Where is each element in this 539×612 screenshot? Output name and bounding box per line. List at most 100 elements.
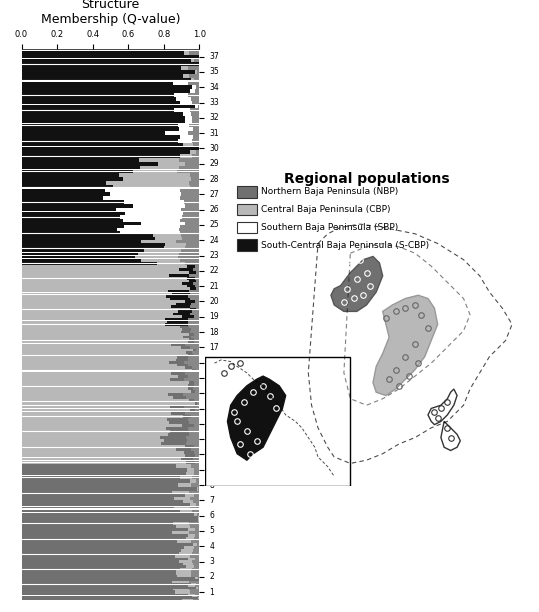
Bar bbox=[179, 228, 199, 231]
Bar bbox=[196, 504, 199, 506]
Bar bbox=[188, 132, 199, 135]
Bar bbox=[176, 449, 191, 451]
Bar bbox=[189, 181, 199, 185]
Bar bbox=[22, 430, 170, 433]
Bar bbox=[176, 572, 190, 575]
Bar bbox=[22, 579, 198, 581]
Bar bbox=[195, 334, 199, 336]
Bar bbox=[189, 491, 199, 494]
Bar bbox=[183, 336, 191, 338]
Bar bbox=[22, 561, 179, 562]
Bar bbox=[185, 412, 199, 414]
Bar bbox=[195, 105, 198, 108]
Bar bbox=[191, 390, 195, 393]
Bar bbox=[22, 516, 198, 518]
Bar bbox=[173, 397, 186, 399]
Bar bbox=[196, 151, 199, 154]
Bar bbox=[183, 415, 191, 417]
Bar bbox=[180, 196, 199, 200]
Bar bbox=[196, 288, 199, 290]
FancyBboxPatch shape bbox=[237, 186, 257, 198]
Bar bbox=[173, 313, 190, 315]
Bar bbox=[22, 293, 172, 295]
Bar bbox=[198, 487, 199, 491]
Bar bbox=[133, 170, 177, 173]
Bar bbox=[22, 446, 185, 448]
Bar bbox=[190, 592, 199, 594]
Bar bbox=[22, 93, 174, 97]
Bar bbox=[22, 215, 120, 219]
Bar bbox=[22, 476, 180, 479]
Bar bbox=[195, 528, 199, 531]
Bar bbox=[22, 585, 188, 587]
Bar bbox=[22, 359, 176, 361]
Bar bbox=[22, 400, 189, 402]
Bar bbox=[189, 74, 199, 78]
Bar bbox=[170, 406, 184, 408]
Bar bbox=[190, 313, 199, 315]
Bar bbox=[22, 74, 183, 78]
FancyBboxPatch shape bbox=[237, 222, 257, 233]
Bar bbox=[190, 555, 199, 558]
Bar bbox=[190, 108, 199, 112]
Bar bbox=[186, 565, 194, 568]
Bar bbox=[196, 587, 198, 589]
Bar bbox=[191, 540, 199, 543]
Bar bbox=[22, 570, 176, 572]
Bar bbox=[22, 222, 141, 225]
Bar bbox=[188, 534, 195, 537]
Bar bbox=[186, 461, 195, 463]
Bar bbox=[22, 507, 174, 509]
Bar bbox=[194, 338, 199, 341]
Bar bbox=[174, 108, 190, 112]
Bar bbox=[189, 433, 199, 436]
Bar bbox=[188, 93, 199, 97]
Bar bbox=[191, 97, 199, 100]
Bar bbox=[181, 66, 189, 70]
Bar bbox=[189, 51, 199, 54]
Bar bbox=[22, 173, 120, 177]
Bar bbox=[22, 81, 173, 85]
Bar bbox=[22, 543, 194, 546]
Bar bbox=[180, 259, 199, 261]
Bar bbox=[171, 581, 189, 583]
Bar bbox=[22, 282, 182, 285]
Bar bbox=[192, 599, 199, 600]
Bar bbox=[189, 381, 195, 384]
Bar bbox=[196, 308, 199, 310]
Bar bbox=[189, 274, 199, 277]
Bar bbox=[183, 394, 199, 396]
Bar bbox=[166, 427, 188, 430]
Bar bbox=[194, 341, 199, 343]
Bar bbox=[172, 293, 190, 295]
Bar bbox=[164, 247, 185, 249]
Bar bbox=[22, 364, 177, 367]
Bar bbox=[22, 354, 188, 356]
Bar bbox=[189, 124, 199, 127]
Bar bbox=[192, 120, 199, 124]
Bar bbox=[174, 507, 190, 509]
Bar bbox=[189, 589, 199, 591]
Bar bbox=[22, 185, 113, 188]
Bar bbox=[181, 188, 199, 192]
Bar bbox=[188, 387, 194, 390]
Bar bbox=[198, 516, 199, 518]
Bar bbox=[179, 568, 192, 570]
Bar bbox=[118, 228, 179, 231]
Bar bbox=[22, 162, 158, 165]
Bar bbox=[22, 390, 191, 393]
Bar bbox=[141, 259, 180, 261]
Bar bbox=[195, 585, 199, 587]
Polygon shape bbox=[428, 389, 457, 425]
Bar bbox=[22, 594, 188, 595]
Bar bbox=[183, 212, 199, 215]
Bar bbox=[177, 575, 191, 577]
Bar bbox=[22, 59, 191, 62]
Bar bbox=[165, 132, 188, 135]
Bar bbox=[22, 591, 175, 592]
Bar bbox=[22, 200, 123, 204]
Bar bbox=[188, 318, 199, 321]
Bar bbox=[168, 394, 183, 396]
Bar bbox=[190, 173, 199, 177]
Bar bbox=[196, 403, 197, 405]
